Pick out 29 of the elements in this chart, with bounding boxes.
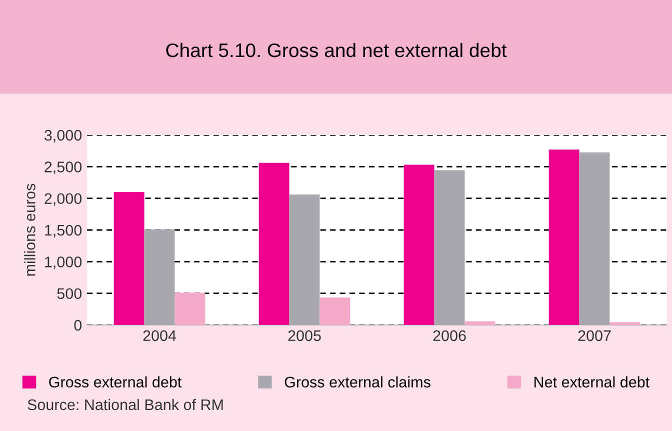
source-note: Source: National Bank of RM [28, 398, 223, 410]
bar [404, 164, 434, 325]
legend-label: Net external debt [534, 376, 650, 388]
y-tick-label: 500 [57, 288, 82, 300]
bar [258, 162, 290, 325]
x-tick-label: 2005 [288, 330, 321, 342]
y-tick-label: 2,500 [44, 162, 82, 174]
chart-title: Chart 5.10. Gross and net external debt [166, 42, 507, 58]
y-tick-label: 0 [74, 320, 82, 331]
x-tick-label: 2006 [433, 330, 466, 342]
y-tick-label: 3,000 [44, 130, 82, 142]
y-tick-label: 1,500 [45, 224, 82, 238]
bar [144, 229, 175, 325]
bar [114, 192, 144, 325]
bar [434, 170, 465, 325]
bar [464, 321, 496, 325]
bar [174, 292, 206, 325]
bar [548, 150, 580, 325]
bar [289, 194, 320, 325]
x-tick-label: 2007 [578, 330, 611, 342]
bar [610, 322, 640, 325]
legend-label: Gross external debt [49, 376, 182, 388]
y-axis-title: millions euros [24, 184, 36, 276]
bar [320, 297, 350, 325]
y-tick-label: 2,000 [44, 193, 82, 206]
x-tick-label: 2004 [143, 330, 176, 342]
bar [579, 152, 610, 325]
y-tick-label: 1,000 [45, 256, 82, 270]
legend-label: Gross external claims [284, 376, 430, 388]
